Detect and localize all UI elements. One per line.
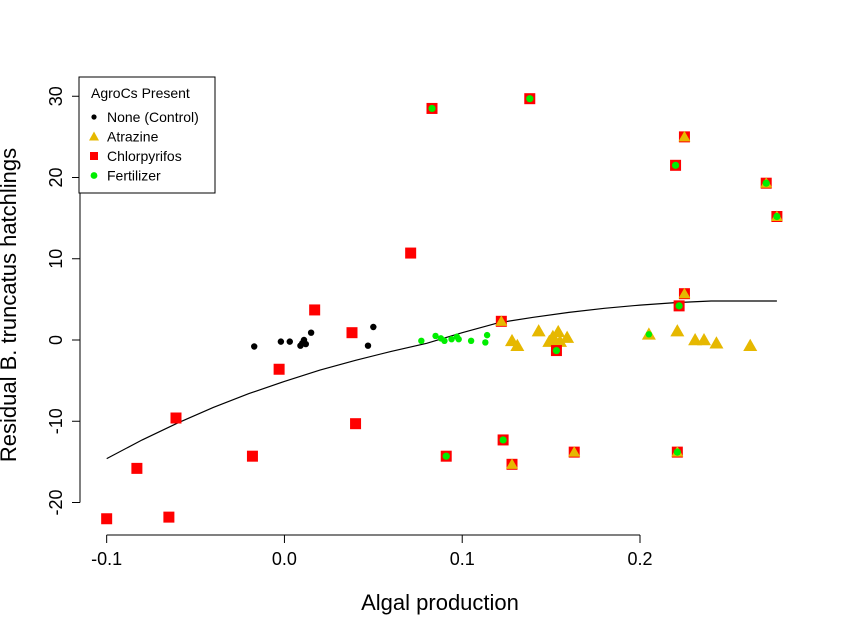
legend-marker — [89, 131, 99, 141]
data-point — [678, 130, 691, 143]
data-point — [510, 338, 525, 351]
data-point — [709, 336, 724, 349]
data-point — [482, 339, 489, 346]
data-point — [673, 300, 685, 312]
y-ticks: -20 -10 0 10 20 30 — [46, 86, 80, 516]
legend-entries: None (Control) Atrazine Chlorpyrifos Fertil… — [89, 109, 199, 184]
data-points — [101, 93, 783, 525]
data-point — [560, 330, 575, 343]
x-tick-label: -0.1 — [91, 549, 122, 569]
x-tick-label: 0.2 — [627, 549, 652, 569]
data-point — [467, 337, 475, 345]
data-point — [405, 247, 417, 259]
data-point — [483, 331, 491, 339]
data-point — [524, 93, 536, 105]
data-point — [448, 335, 455, 343]
data-point — [350, 418, 362, 430]
legend: AgroCs Present None (Control) Atrazine Chl… — [78, 76, 216, 194]
data-point — [495, 315, 508, 327]
legend-label: Fertilizer — [107, 168, 161, 184]
data-point — [497, 434, 509, 446]
data-point — [671, 446, 684, 458]
y-tick-label: -20 — [46, 489, 66, 515]
data-point — [163, 511, 175, 523]
data-point — [641, 327, 656, 340]
y-tick-label: 20 — [46, 167, 66, 187]
x-axis-title: Algal production — [361, 590, 519, 615]
data-point — [364, 342, 372, 349]
legend-marker — [91, 114, 97, 120]
data-point — [743, 338, 758, 351]
data-point — [251, 343, 258, 350]
data-point — [568, 446, 581, 458]
data-point — [307, 329, 315, 336]
legend-label: None (Control) — [107, 109, 199, 125]
data-point — [670, 324, 685, 337]
fit-line — [106, 300, 777, 460]
data-point — [670, 159, 682, 171]
x-tick-label: 0.0 — [272, 549, 297, 569]
legend-title: AgroCs Present — [91, 85, 190, 101]
data-point — [246, 450, 258, 462]
data-point — [441, 337, 448, 345]
data-point — [551, 324, 566, 338]
data-point — [101, 513, 113, 525]
data-point — [678, 287, 691, 300]
x-tick-label: 0.1 — [450, 549, 475, 569]
legend-entry: None (Control) — [91, 109, 199, 125]
data-point — [440, 450, 452, 462]
legend-entry: Chlorpyrifos — [90, 148, 182, 164]
data-point — [432, 332, 439, 340]
data-point — [418, 337, 425, 345]
data-point — [688, 333, 703, 346]
y-axis-title: Residual B. truncatus hatchlings — [0, 148, 21, 462]
y-tick-label: 30 — [46, 86, 66, 106]
data-point — [770, 210, 783, 222]
data-point — [553, 334, 567, 347]
data-point — [273, 363, 285, 375]
data-point — [346, 327, 358, 339]
legend-entry: Fertilizer — [90, 168, 161, 184]
data-point — [426, 102, 438, 114]
data-point — [170, 412, 182, 424]
y-tick-label: -10 — [46, 408, 66, 434]
data-point — [309, 304, 321, 316]
data-point — [760, 177, 773, 189]
data-point — [697, 333, 711, 346]
y-tick-label: 0 — [46, 335, 66, 345]
data-point — [531, 324, 546, 337]
legend-box — [78, 76, 216, 194]
data-point — [131, 462, 143, 474]
data-point — [286, 338, 293, 345]
y-tick-label: 10 — [46, 249, 66, 269]
x-ticks: -0.1 0.0 0.1 0.2 — [91, 535, 653, 569]
data-point — [506, 458, 518, 470]
legend-entry: Atrazine — [89, 129, 159, 145]
legend-marker — [90, 172, 98, 179]
legend-label: Chlorpyrifos — [107, 148, 182, 164]
data-point — [455, 335, 462, 343]
legend-label: Atrazine — [107, 129, 159, 145]
data-point — [550, 345, 562, 357]
legend-marker — [90, 152, 98, 160]
data-point — [302, 340, 309, 348]
data-point — [370, 323, 377, 331]
data-point — [277, 338, 285, 345]
